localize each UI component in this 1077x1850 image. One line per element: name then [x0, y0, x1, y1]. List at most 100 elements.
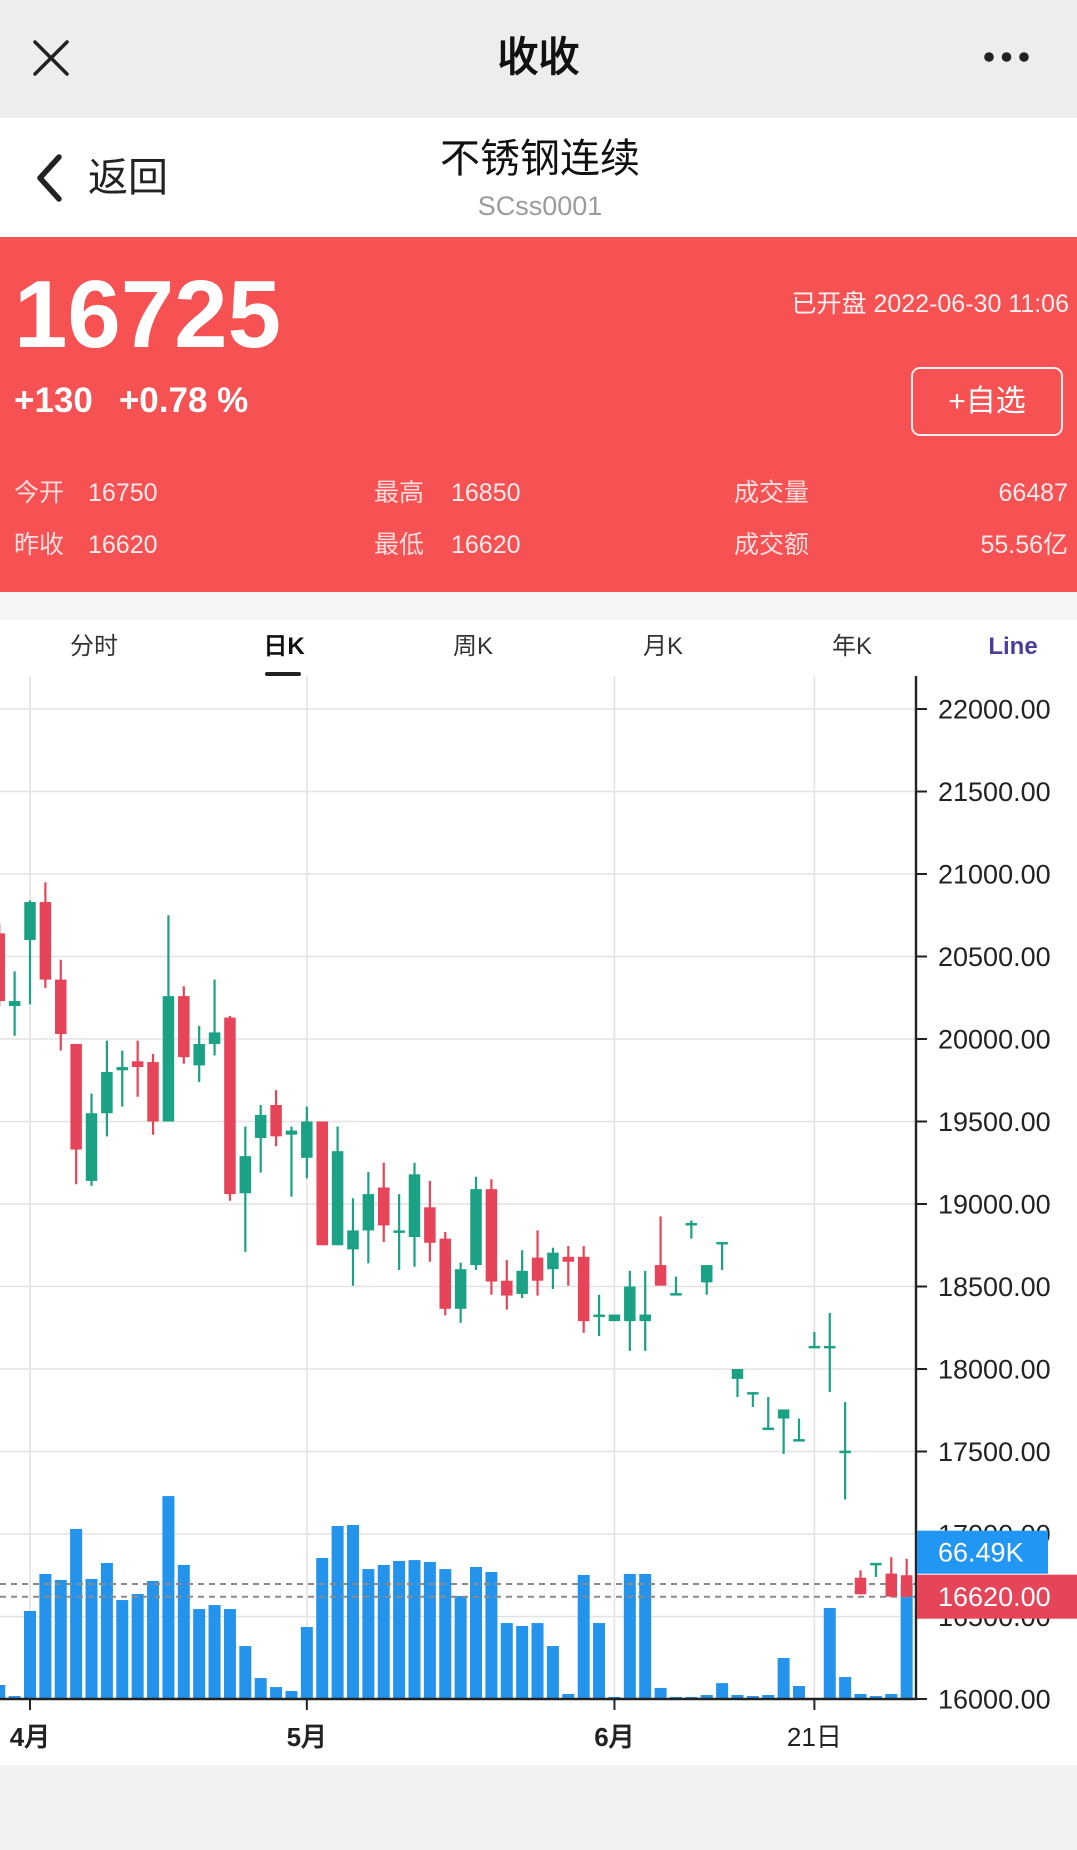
price-axis-label: 21000.00: [938, 860, 1051, 890]
candlestick: [362, 1171, 375, 1264]
candlestick: [347, 1198, 359, 1286]
stat-label-high: 最高: [374, 479, 425, 507]
price-axis-label: 20500.00: [938, 942, 1051, 972]
candlestick: [8, 971, 21, 1036]
last-value-labels: 66.49K 16620.00: [917, 1530, 1077, 1619]
gridlines: [0, 676, 916, 1700]
more-icon: [984, 52, 1029, 62]
chart-period-tabs: 分时 日K 周K 月K 年K Line: [0, 620, 1077, 676]
candlestick: [516, 1250, 528, 1299]
time-axis-labels: 4月 5月 6月 21日: [10, 1699, 842, 1752]
kline-chart[interactable]: 22000.00 21500.00 21000.00 20500.00 20000.00…: [0, 676, 1077, 1765]
candlestick: [608, 1314, 621, 1322]
candlestick: [101, 1040, 113, 1137]
candlestick: [593, 1294, 605, 1336]
candlestick: [577, 1246, 590, 1333]
volume-bar: [869, 1696, 882, 1699]
volume-bar: [716, 1683, 729, 1699]
volume-bar: [393, 1560, 406, 1699]
volume-bar: [623, 1573, 636, 1699]
volume-bar: [0, 1684, 6, 1699]
volume-bar: [177, 1564, 190, 1699]
volume-bar: [562, 1693, 575, 1699]
candlestick: [24, 900, 36, 1005]
volume-bar: [70, 1528, 83, 1699]
tab-daily-k[interactable]: 日K: [263, 633, 305, 660]
volume-bar: [439, 1569, 452, 1699]
time-axis-label: 5月: [287, 1722, 327, 1752]
candlestick: [301, 1106, 313, 1179]
candlesticks: [0, 882, 913, 1597]
page-header: 返回 不锈钢连续 SCss0001: [0, 118, 1077, 237]
price-axis-label: 21500.00: [938, 777, 1051, 807]
volume-bar: [147, 1581, 160, 1699]
candlestick: [731, 1369, 744, 1398]
close-icon: [33, 40, 69, 76]
axes: [0, 676, 918, 1701]
stat-value-turnover: 55.56亿: [980, 531, 1068, 559]
candlestick: [239, 1126, 252, 1252]
volume-bar: [731, 1695, 744, 1699]
volume-bar: [593, 1623, 606, 1699]
price-axis-label: 19500.00: [938, 1107, 1051, 1137]
last-volume-badge: [917, 1530, 1048, 1574]
more-button[interactable]: [976, 37, 1038, 77]
add-to-watchlist-button[interactable]: +自选: [911, 367, 1063, 436]
price-change-row: +130 +0.78 %: [14, 383, 248, 419]
volume-bar: [54, 1579, 67, 1699]
volume-bar: [639, 1573, 652, 1699]
candlestick: [254, 1105, 267, 1173]
candlestick: [70, 1043, 82, 1185]
price-axis-label: 20000.00: [938, 1025, 1051, 1055]
tab-monthly-k[interactable]: 月K: [642, 633, 683, 660]
candlestick: [439, 1232, 452, 1316]
volume-bar: [223, 1609, 236, 1699]
volume-bar: [577, 1574, 590, 1699]
price-axis-label: 18500.00: [938, 1272, 1051, 1302]
stat-value-low: 16620: [451, 531, 521, 559]
volume-bar: [762, 1695, 775, 1699]
volume-bar: [839, 1677, 852, 1699]
candlestick: [55, 959, 67, 1051]
candlestick: [824, 1312, 836, 1393]
volume-bar: [793, 1686, 805, 1699]
candlestick: [408, 1162, 421, 1267]
back-button[interactable]: 返回: [28, 148, 188, 208]
tab-weekly-k[interactable]: 周K: [452, 633, 493, 660]
kline-chart-canvas[interactable]: 22000.00 21500.00 21000.00 20500.00 20000.00…: [0, 676, 1077, 1765]
stat-label-turnover: 成交额: [734, 531, 810, 559]
stat-value-high: 16850: [451, 479, 521, 507]
volume-bar: [316, 1558, 329, 1699]
candlestick: [0, 923, 5, 1006]
candlestick: [531, 1230, 544, 1296]
candlestick: [762, 1397, 774, 1431]
app-title: 收收: [497, 34, 580, 80]
candlestick: [808, 1331, 821, 1349]
tab-yearly-k[interactable]: 年K: [831, 633, 872, 660]
last-price: 16725: [14, 261, 281, 368]
volume-bar: [454, 1596, 467, 1699]
candlestick: [162, 915, 175, 1122]
close-button[interactable]: [26, 33, 76, 83]
volume-bar: [270, 1687, 283, 1699]
tab-intraday[interactable]: 分时: [70, 633, 118, 660]
candlestick: [624, 1270, 636, 1351]
candlestick: [147, 1053, 159, 1135]
candlestick: [670, 1276, 682, 1296]
time-axis-label: 21日: [787, 1722, 842, 1752]
candlestick: [377, 1162, 390, 1242]
price-axis-labels: 22000.00 21500.00 21000.00 20500.00 20000.00…: [916, 695, 1051, 1715]
candlestick: [639, 1270, 651, 1351]
volume-bar: [85, 1578, 98, 1699]
quote-panel: 16725 +130 +0.78 % 已开盘 2022-06-30 11:06 …: [0, 237, 1077, 592]
volume-bar: [193, 1609, 206, 1699]
candlestick: [501, 1260, 513, 1310]
candlestick: [485, 1179, 498, 1295]
tab-line[interactable]: Line: [988, 633, 1038, 660]
volume-bar: [423, 1561, 436, 1699]
candlestick: [270, 1090, 282, 1147]
price-axis-label: 22000.00: [938, 695, 1051, 725]
last-volume-label: 66.49K: [938, 1538, 1024, 1568]
volume-bar: [300, 1627, 313, 1699]
instrument-name: 不锈钢连续: [440, 137, 640, 181]
